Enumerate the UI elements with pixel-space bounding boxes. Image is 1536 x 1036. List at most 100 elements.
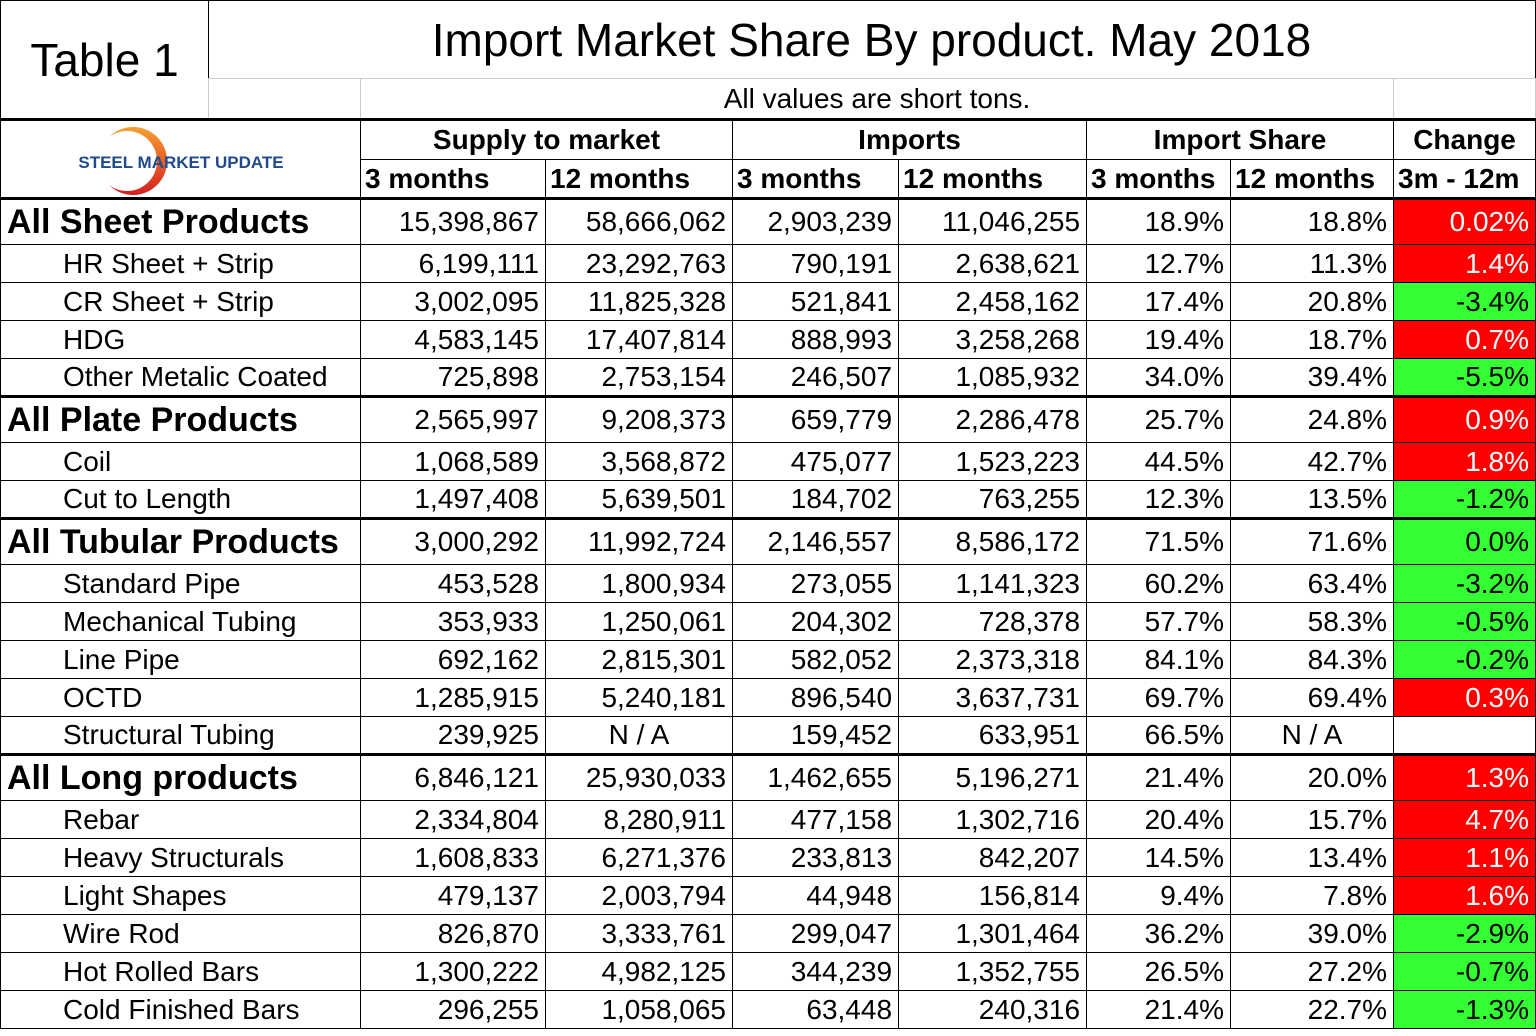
header-share-3m: 3 months [1086, 159, 1232, 200]
imports-12m-cell: 1,302,716 [898, 800, 1088, 839]
imports-3m-cell: 475,077 [732, 442, 900, 481]
share-12m-cell: 39.0% [1230, 914, 1395, 953]
product-name: All Plate Products [0, 395, 361, 443]
change-cell: 0.3% [1393, 678, 1536, 717]
group-row: All Sheet Products 15,398,867 58,666,062 2,… [0, 197, 1536, 245]
imports-3m-cell: 790,191 [732, 244, 900, 283]
share-12m-cell: 22.7% [1230, 990, 1395, 1029]
imports-3m-cell: 233,813 [732, 838, 900, 877]
imports-12m-cell: 3,637,731 [898, 678, 1088, 717]
supply-12m-cell: 3,333,761 [544, 914, 734, 953]
share-12m-cell: 7.8% [1230, 876, 1395, 915]
product-name: Standard Pipe [0, 564, 361, 603]
share-12m-cell: 15.7% [1230, 800, 1395, 839]
share-12m-cell: 18.8% [1230, 197, 1395, 245]
table-row: Other Metalic Coated 725,898 2,753,154 246,… [0, 358, 1536, 397]
share-12m-cell: 69.4% [1230, 678, 1395, 717]
supply-12m-cell: 1,058,065 [544, 990, 734, 1029]
imports-12m-cell: 1,352,755 [898, 952, 1088, 991]
product-name: Mechanical Tubing [0, 602, 361, 641]
supply-3m-cell: 15,398,867 [360, 197, 546, 245]
product-name: HR Sheet + Strip [0, 244, 361, 283]
logo-text: STEEL MARKET UPDATE [78, 153, 283, 172]
steel-market-update-logo: STEEL MARKET UPDATE [2, 123, 360, 196]
table-row: Cold Finished Bars 296,255 1,058,065 63,448… [0, 990, 1536, 1029]
share-12m-cell: 63.4% [1230, 564, 1395, 603]
header-change: Change [1393, 118, 1536, 160]
imports-12m-cell: 1,301,464 [898, 914, 1088, 953]
imports-3m-cell: 204,302 [732, 602, 900, 641]
table-row: Light Shapes 479,137 2,003,794 44,948 156,81… [0, 876, 1536, 915]
product-name: All Tubular Products [0, 517, 361, 565]
imports-3m-cell: 888,993 [732, 320, 900, 359]
share-3m-cell: 84.1% [1086, 640, 1232, 679]
group-row: All Long products 6,846,121 25,930,033 1,46… [0, 753, 1536, 801]
supply-3m-cell: 725,898 [360, 358, 546, 397]
supply-12m-cell: 23,292,763 [544, 244, 734, 283]
product-name: Light Shapes [0, 876, 361, 915]
supply-12m-cell: 5,240,181 [544, 678, 734, 717]
imports-3m-cell: 1,462,655 [732, 753, 900, 801]
change-cell: -3.2% [1393, 564, 1536, 603]
supply-3m-cell: 479,137 [360, 876, 546, 915]
supply-12m-cell: N / A [544, 716, 734, 755]
share-3m-cell: 21.4% [1086, 990, 1232, 1029]
imports-12m-cell: 8,586,172 [898, 517, 1088, 565]
share-3m-cell: 12.7% [1086, 244, 1232, 283]
share-12m-cell: 71.6% [1230, 517, 1395, 565]
product-name: OCTD [0, 678, 361, 717]
supply-3m-cell: 1,285,915 [360, 678, 546, 717]
table-row: Structural Tubing 239,925 N / A 159,452 633,… [0, 716, 1536, 755]
change-cell: 1.8% [1393, 442, 1536, 481]
supply-12m-cell: 8,280,911 [544, 800, 734, 839]
supply-12m-cell: 1,800,934 [544, 564, 734, 603]
imports-3m-cell: 2,146,557 [732, 517, 900, 565]
change-cell: 0.9% [1393, 395, 1536, 443]
change-cell: 1.6% [1393, 876, 1536, 915]
product-name: All Sheet Products [0, 197, 361, 245]
share-12m-cell: 24.8% [1230, 395, 1395, 443]
imports-12m-cell: 1,523,223 [898, 442, 1088, 481]
imports-12m-cell: 2,286,478 [898, 395, 1088, 443]
share-3m-cell: 66.5% [1086, 716, 1232, 755]
share-3m-cell: 9.4% [1086, 876, 1232, 915]
imports-3m-cell: 299,047 [732, 914, 900, 953]
supply-3m-cell: 3,002,095 [360, 282, 546, 321]
supply-3m-cell: 4,583,145 [360, 320, 546, 359]
group-row: All Plate Products 2,565,997 9,208,373 659,… [0, 395, 1536, 443]
imports-3m-cell: 63,448 [732, 990, 900, 1029]
share-12m-cell: 39.4% [1230, 358, 1395, 397]
header-imports: Imports [732, 118, 1088, 160]
imports-12m-cell: 1,141,323 [898, 564, 1088, 603]
change-cell: 1.4% [1393, 244, 1536, 283]
share-3m-cell: 12.3% [1086, 480, 1232, 519]
header-imports-3m: 3 months [732, 159, 900, 200]
supply-3m-cell: 239,925 [360, 716, 546, 755]
table-label: Table 1 [0, 0, 209, 119]
change-cell [1393, 716, 1536, 755]
change-cell: 1.1% [1393, 838, 1536, 877]
supply-3m-cell: 692,162 [360, 640, 546, 679]
product-name: HDG [0, 320, 361, 359]
imports-3m-cell: 184,702 [732, 480, 900, 519]
share-3m-cell: 25.7% [1086, 395, 1232, 443]
change-cell: 4.7% [1393, 800, 1536, 839]
blank-cell [208, 78, 361, 119]
imports-3m-cell: 344,239 [732, 952, 900, 991]
product-name: All Long products [0, 753, 361, 801]
supply-3m-cell: 353,933 [360, 602, 546, 641]
supply-3m-cell: 826,870 [360, 914, 546, 953]
table-row: OCTD 1,285,915 5,240,181 896,540 3,637,731 69… [0, 678, 1536, 717]
product-name: Cold Finished Bars [0, 990, 361, 1029]
supply-12m-cell: 1,250,061 [544, 602, 734, 641]
supply-12m-cell: 4,982,125 [544, 952, 734, 991]
imports-3m-cell: 582,052 [732, 640, 900, 679]
change-cell: -0.7% [1393, 952, 1536, 991]
share-3m-cell: 57.7% [1086, 602, 1232, 641]
table-row: CR Sheet + Strip 3,002,095 11,825,328 521,8… [0, 282, 1536, 321]
imports-3m-cell: 2,903,239 [732, 197, 900, 245]
imports-3m-cell: 159,452 [732, 716, 900, 755]
share-3m-cell: 71.5% [1086, 517, 1232, 565]
imports-3m-cell: 246,507 [732, 358, 900, 397]
share-3m-cell: 36.2% [1086, 914, 1232, 953]
